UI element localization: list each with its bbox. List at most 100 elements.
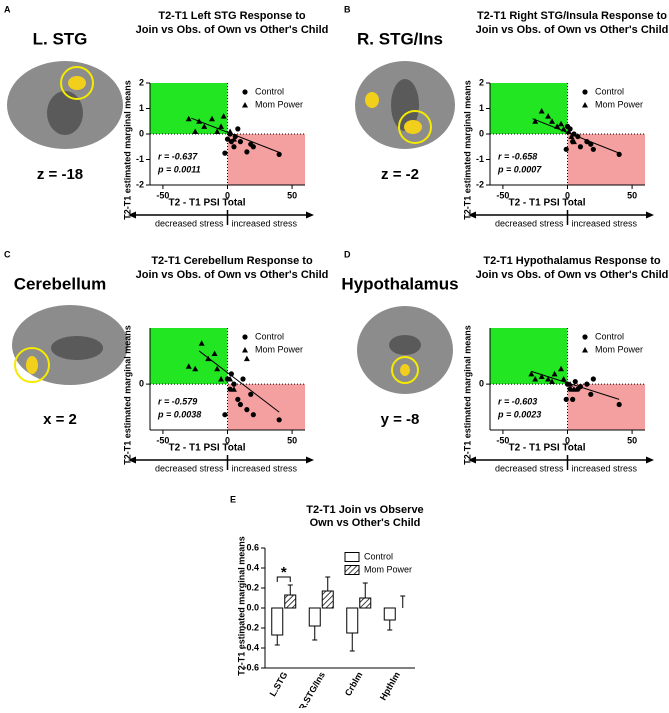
data-point	[192, 128, 199, 134]
brain-detail	[389, 335, 421, 355]
data-point	[558, 120, 565, 127]
legend-label: Mom Power	[595, 99, 643, 109]
arrow-label: decreased stress	[155, 218, 224, 228]
x-tick-label: 0	[225, 190, 230, 200]
arrow-label: decreased stress	[495, 463, 564, 473]
chart-title: T2-T1 Right STG/Insula Response to	[477, 10, 667, 22]
data-point	[551, 370, 558, 377]
arrow-label: decreased stress	[495, 218, 564, 228]
data-point	[590, 376, 596, 382]
y-tick-label: -1	[476, 154, 484, 164]
x-tick-label: 50	[627, 190, 637, 200]
arrow-head	[128, 456, 136, 464]
y-tick-label: 0	[479, 378, 484, 388]
data-point	[545, 113, 552, 119]
data-point	[538, 373, 545, 379]
y-axis-label: T2-T1 estimated marginal means	[462, 80, 472, 220]
stat-annotation: r = -0.658	[498, 151, 537, 161]
panel-letter: B	[344, 4, 351, 14]
data-point	[244, 407, 250, 413]
bar	[321, 590, 334, 609]
data-point	[565, 128, 572, 134]
y-tick-label: -0.4	[243, 642, 259, 652]
bar	[308, 607, 321, 627]
y-tick-label: 1	[479, 103, 484, 113]
data-point	[572, 378, 578, 385]
legend-label: Control	[255, 86, 284, 96]
slice-label: y = -8	[381, 411, 420, 428]
trend-line	[531, 370, 620, 400]
y-tick-label: 0.4	[246, 562, 259, 572]
x-tick-label: Crblm	[343, 670, 365, 698]
chart-title: Join vs Obs. of Own vs Other's Child	[476, 24, 669, 36]
legend-marker	[582, 102, 588, 108]
legend-label: Control	[595, 86, 624, 96]
panel-letter: E	[230, 494, 236, 504]
data-point	[276, 417, 282, 423]
legend-label: Mom Power	[364, 564, 412, 574]
y-axis-label: T2-T1 estimated marginal means	[462, 325, 472, 465]
y-axis-label: T2-T1 estimated marginal means	[236, 536, 246, 676]
data-point	[205, 355, 212, 362]
legend-swatch	[344, 565, 360, 575]
slice-label: x = 2	[43, 411, 77, 428]
data-point	[211, 350, 218, 356]
x-tick-label: 0	[565, 435, 570, 445]
data-point	[588, 141, 594, 147]
stat-annotation: p = 0.0038	[157, 409, 201, 419]
chart-title: T2-T1 Cerebellum Response to	[151, 255, 313, 267]
y-tick-label: 0	[139, 378, 144, 388]
data-point	[570, 138, 577, 145]
data-point	[185, 115, 192, 122]
y-tick-label: -0.2	[243, 622, 259, 632]
data-point	[220, 113, 227, 119]
x-tick-label: 50	[287, 190, 297, 200]
data-point	[237, 139, 244, 145]
activation	[365, 92, 379, 108]
data-point	[560, 125, 567, 132]
quadrant	[227, 384, 305, 430]
data-point	[250, 144, 256, 150]
arrow-head	[306, 211, 314, 219]
brain-detail	[47, 91, 83, 135]
legend-label: Mom Power	[255, 344, 303, 354]
brain-detail	[391, 79, 419, 131]
data-point	[584, 381, 590, 387]
data-point	[244, 149, 250, 155]
data-point	[549, 118, 555, 124]
x-tick-label: 0	[225, 435, 230, 445]
stat-annotation: r = -0.579	[158, 396, 197, 406]
x-tick-label: -50	[496, 190, 509, 200]
arrow-head	[646, 211, 654, 219]
data-point	[227, 376, 234, 382]
legend-label: Mom Power	[595, 344, 643, 354]
stat-annotation: r = -0.637	[158, 151, 198, 161]
data-point	[563, 396, 569, 402]
arrow-head	[306, 456, 314, 464]
arrow-label: increased stress	[572, 218, 638, 228]
panel-letter: A	[4, 4, 11, 14]
data-point	[560, 376, 567, 382]
x-tick-label: 50	[287, 435, 297, 445]
data-point	[227, 386, 233, 392]
chart-title: T2-T1 Join vs Observe	[306, 504, 423, 516]
activation	[26, 356, 38, 374]
y-tick-label: 0.2	[246, 582, 259, 592]
legend-label: Control	[364, 551, 393, 561]
data-point	[214, 365, 221, 372]
data-point	[222, 412, 228, 418]
data-point	[558, 365, 565, 372]
stat-annotation: p = 0.0023	[497, 409, 541, 419]
data-point	[185, 363, 192, 369]
data-point	[209, 115, 215, 122]
roi-circle	[60, 66, 94, 100]
stat-annotation: p = 0.0007	[497, 164, 542, 174]
y-tick-label: 0.0	[246, 602, 259, 612]
chart-title: Join vs Obs. of Own vs Other's Child	[136, 269, 329, 281]
data-point	[218, 123, 225, 129]
data-point	[231, 381, 237, 387]
data-point	[235, 126, 241, 132]
data-point	[568, 133, 575, 140]
chart-title: T2-T1 Left STG Response to	[158, 10, 306, 22]
